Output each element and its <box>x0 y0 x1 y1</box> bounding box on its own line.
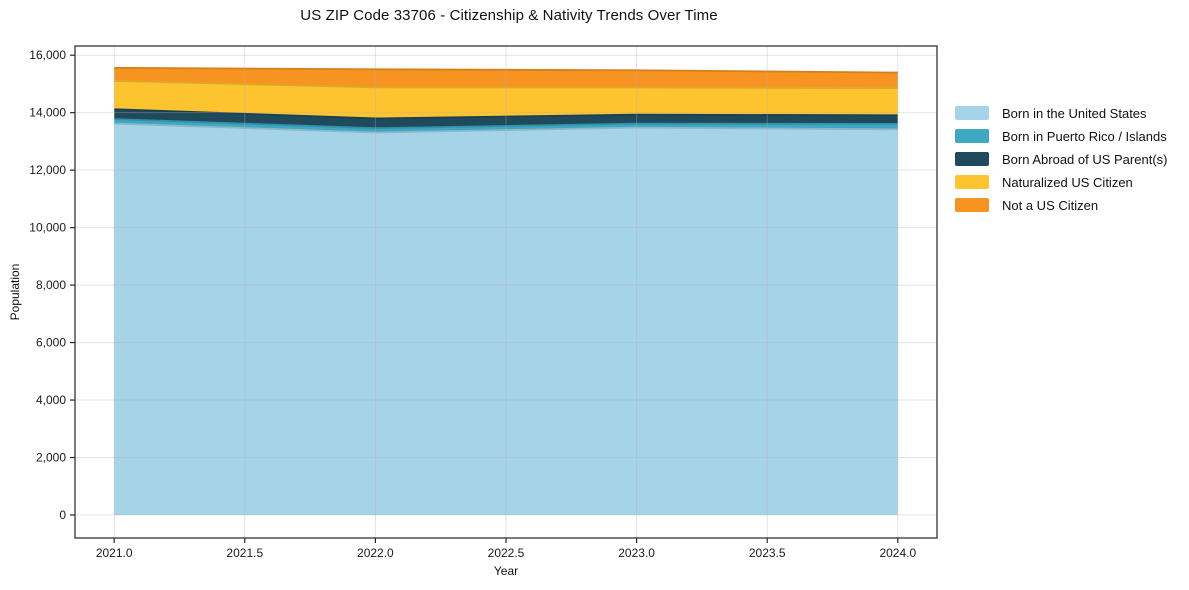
legend-label: Naturalized US Citizen <box>1002 174 1133 190</box>
tick-labels: 2021.0 2021.5 2022.0 2022.5 2023.0 2023.5 2024… <box>29 48 916 560</box>
area-not-a-us-citizen <box>114 67 898 89</box>
x-tick-label: 2021.5 <box>226 546 263 560</box>
y-tick-label: 2,000 <box>36 451 66 465</box>
x-tick-label: 2023.5 <box>749 546 786 560</box>
y-tick-label: 14,000 <box>29 106 66 120</box>
legend-swatch-icon <box>955 152 989 166</box>
legend-label: Born Abroad of US Parent(s) <box>1002 151 1168 167</box>
edge-naturalized-us-citizen <box>114 80 898 90</box>
legend-item-born-abroad-of-us-parent-s: Born Abroad of US Parent(s) <box>955 151 1168 167</box>
x-tick-label: 2022.5 <box>488 546 525 560</box>
area-born-in-the-united-states <box>114 123 898 516</box>
gridlines <box>75 46 937 538</box>
y-tick-label: 10,000 <box>29 221 66 235</box>
legend-swatch-icon <box>955 106 989 120</box>
legend-label: Born in the United States <box>1002 105 1147 121</box>
legend-swatch-icon <box>955 129 989 143</box>
legend-swatch-icon <box>955 198 989 212</box>
legend-label: Born in Puerto Rico / Islands <box>1002 128 1167 144</box>
area-series-group <box>114 66 898 516</box>
x-tick-label: 2021.0 <box>96 546 133 560</box>
legend-item-born-in-the-united-states: Born in the United States <box>955 105 1167 121</box>
y-tick-label: 4,000 <box>36 393 66 407</box>
edge-born-in-puerto-rico-islands <box>114 118 898 130</box>
area-naturalized-us-citizen <box>114 80 898 119</box>
legend-item-not-a-us-citizen: Not a US Citizen <box>955 197 1167 213</box>
legend: Born in the United States Born in Puerto … <box>955 106 1167 221</box>
x-tick-label: 2023.0 <box>618 546 655 560</box>
x-tick-label: 2022.0 <box>357 546 394 560</box>
edge-not-a-us-citizen <box>114 66 898 74</box>
area-born-in-puerto-rico-islands <box>114 119 898 133</box>
y-tick-label: 6,000 <box>36 336 66 350</box>
legend-swatch-icon <box>955 175 989 189</box>
legend-item-naturalized-us-citizen: Naturalized US Citizen <box>955 174 1167 190</box>
y-tick-label: 12,000 <box>29 163 66 177</box>
y-axis-label: Population <box>8 263 22 321</box>
edge-born-abroad-of-us-parent-s <box>114 108 898 120</box>
legend-item-born-in-puerto-rico-islands: Born in Puerto Rico / Islands <box>955 128 1167 144</box>
y-tick-label: 16,000 <box>29 48 66 62</box>
chart-title: US ZIP Code 33706 - Citizenship & Nativi… <box>300 7 718 24</box>
legend-label: Not a US Citizen <box>1002 197 1099 213</box>
y-tick-label: 0 <box>59 508 66 522</box>
edge-born-in-the-united-states <box>114 122 898 134</box>
x-tick-label: 2024.0 <box>879 546 916 560</box>
tick-marks <box>70 54 899 543</box>
y-tick-label: 8,000 <box>36 278 66 292</box>
x-axis-label: Year <box>493 564 519 578</box>
